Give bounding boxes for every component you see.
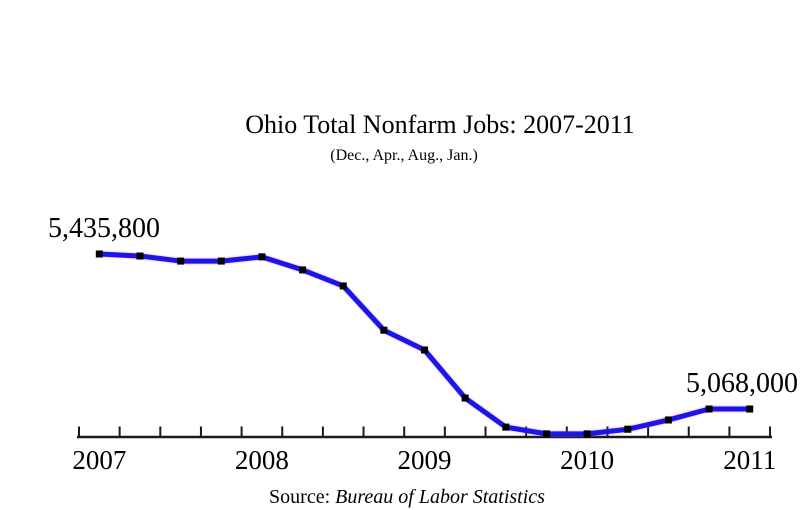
data-point-marker — [705, 405, 713, 413]
data-point-marker — [461, 394, 469, 402]
data-point-marker — [299, 266, 307, 274]
data-point-marker — [95, 250, 103, 258]
data-point-marker — [177, 257, 185, 265]
jobs-line-series — [96, 251, 753, 437]
x-axis-year-label: 2007 — [72, 445, 126, 475]
chart-subtitle: (Dec., Apr., Aug., Jan.) — [330, 147, 478, 164]
data-point-marker — [624, 425, 632, 433]
data-point-marker — [542, 430, 550, 438]
data-point-marker — [421, 346, 429, 354]
data-point-marker — [664, 416, 672, 424]
source-note: Source: Bureau of Labor Statistics — [269, 486, 545, 509]
data-point-marker — [746, 405, 754, 413]
last-point-value-label: 5,068,000 — [686, 368, 798, 399]
x-axis-year-label: 2010 — [560, 445, 614, 475]
first-point-value-label: 5,435,800 — [48, 213, 160, 244]
x-axis-year-label: 2008 — [235, 445, 289, 475]
source-prefix: Source: — [269, 486, 331, 508]
data-point-marker — [339, 282, 347, 290]
x-axis-year-label: 2011 — [723, 445, 776, 475]
data-point-marker — [380, 326, 388, 334]
data-point-marker — [136, 252, 144, 260]
data-point-marker — [217, 257, 225, 265]
data-point-marker — [258, 253, 266, 261]
x-axis-year-label: 2009 — [398, 445, 452, 475]
chart-title: Ohio Total Nonfarm Jobs: 2007-2011 — [245, 110, 635, 139]
source-name: Bureau of Labor Statistics — [335, 486, 545, 508]
data-point-marker — [502, 423, 510, 431]
data-point-marker — [583, 430, 591, 438]
